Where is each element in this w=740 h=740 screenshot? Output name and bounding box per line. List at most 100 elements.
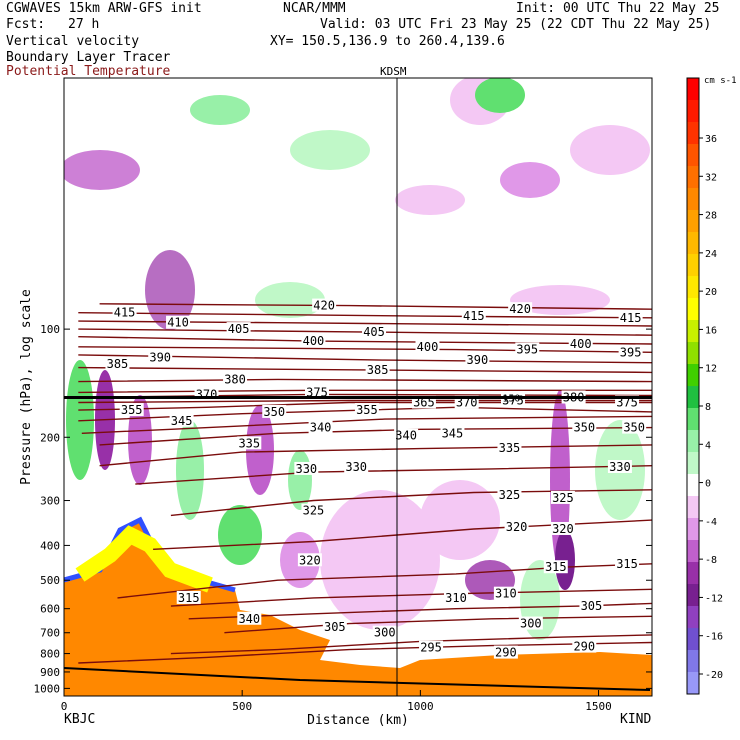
colorbar-swatch <box>687 254 699 277</box>
colorbar-swatch <box>687 386 699 409</box>
colorbar-label: -20 <box>705 670 723 681</box>
colorbar-swatch <box>687 298 699 321</box>
theta-label: 410 <box>167 316 189 330</box>
axes: 0 500 1000 1500 100 200 300 400 500 600 700 800 900 1… <box>34 323 652 713</box>
colorbar-swatch <box>687 210 699 233</box>
theta-label-bg <box>362 325 387 339</box>
theta-label-bg <box>322 620 347 634</box>
theta-label: 340 <box>310 421 332 435</box>
colorbar-swatch <box>687 144 699 167</box>
colorbar-swatch <box>687 496 699 519</box>
theta-label-bg <box>415 339 440 353</box>
colorbar-swatch <box>687 452 699 475</box>
theta-label-bg <box>497 440 522 454</box>
theta-label: 325 <box>552 491 574 505</box>
x-tick-label: 1000 <box>407 700 434 713</box>
y-tick-label: 600 <box>40 603 60 616</box>
station-kind: KIND <box>620 712 652 727</box>
theta-label-bg <box>461 309 486 323</box>
theta-label-bg <box>419 640 444 654</box>
theta-label-bg <box>297 553 322 567</box>
x-tick-label: 500 <box>232 700 252 713</box>
colorbar-swatch <box>687 408 699 431</box>
theta-label: 405 <box>228 322 250 336</box>
colorbar-unit: cm s-1 <box>704 76 737 86</box>
colorbar-swatch <box>687 342 699 365</box>
theta-label-bg <box>504 519 529 533</box>
theta-label-bg <box>223 372 248 386</box>
y-tick-label: 900 <box>40 666 60 679</box>
colorbar-label: 8 <box>705 402 711 413</box>
theta-label: 385 <box>367 363 389 377</box>
theta-label-bg <box>543 560 568 574</box>
theta-label-bg <box>622 420 647 434</box>
theta-contour-315 <box>117 563 652 599</box>
theta-label-bg <box>301 503 326 517</box>
colorbar-frame <box>686 77 700 695</box>
theta-label-bg <box>119 403 144 417</box>
theta-label: 305 <box>581 599 603 613</box>
colorbar-swatch <box>687 650 699 673</box>
colorbar-swatch <box>687 430 699 453</box>
field-boundary-layer-tracer: Boundary Layer Tracer <box>6 50 171 65</box>
theta-contour-305 <box>188 602 652 620</box>
theta-label: 310 <box>445 591 467 605</box>
theta-label: 350 <box>263 405 285 419</box>
colorbar-swatch <box>687 518 699 541</box>
colorbar-label: 16 <box>705 325 717 336</box>
theta-label: 315 <box>545 560 567 574</box>
theta-label-bg <box>518 616 543 630</box>
theta-label: 335 <box>238 436 260 450</box>
theta-label: 335 <box>499 441 521 455</box>
theta-label-bg <box>237 436 262 450</box>
theta-contour-365 <box>78 399 652 404</box>
theta-labels: 415 410 420 415 420 415 405 400 405 385 390 380 385 4… <box>105 298 647 660</box>
theta-label-bg <box>308 420 333 434</box>
colorbar-swatch <box>687 232 699 255</box>
theta-label-bg <box>237 611 262 625</box>
y-tick-label: 800 <box>40 648 60 661</box>
y-tick-label: 300 <box>40 495 60 508</box>
theta-label: 405 <box>363 325 385 339</box>
theta-label-bg <box>572 420 597 434</box>
colorbar-label: -16 <box>705 632 723 643</box>
station-kdsm: KDSM <box>380 65 407 78</box>
colorbar-swatch <box>687 78 699 101</box>
tropopause-label: 150 <box>502 393 520 404</box>
colorbar-label: -8 <box>705 555 717 566</box>
theta-label: 350 <box>573 421 595 435</box>
colorbar-label: 24 <box>705 249 717 260</box>
fcst-value: 27 h <box>68 17 100 32</box>
theta-label: 305 <box>324 620 346 634</box>
theta-contour-310 <box>170 588 652 607</box>
theta-label-bg <box>579 599 604 613</box>
theta-label: 370 <box>196 387 218 401</box>
colorbar-swatch <box>687 540 699 563</box>
theta-label-bg <box>440 426 465 440</box>
theta-label: 355 <box>121 403 143 417</box>
theta-label: 420 <box>509 302 531 316</box>
theta-label-bg <box>312 298 337 312</box>
theta-label-bg <box>169 413 194 427</box>
theta-label-bg <box>262 404 287 418</box>
fcst-label: Fcst: <box>6 17 46 32</box>
colorbar-label: 20 <box>705 287 717 298</box>
theta-label: 375 <box>306 385 328 399</box>
colorbar-label: 36 <box>705 134 717 145</box>
theta-label-bg <box>497 488 522 502</box>
theta-label: 330 <box>609 460 631 474</box>
colorbar-label: -12 <box>705 593 723 604</box>
theta-label-bg <box>465 353 490 367</box>
theta-label: 340 <box>238 612 260 626</box>
colorbar-label: -4 <box>705 517 717 528</box>
y-tick-label: 200 <box>40 431 60 444</box>
theta-contour-420 <box>99 303 652 310</box>
theta-label-bg <box>112 305 137 319</box>
theta-contour-415 <box>78 312 652 319</box>
theta-label-bg <box>615 556 640 570</box>
colorbar-label: 12 <box>705 364 717 375</box>
theta-label-bg <box>105 356 130 370</box>
theta-contour-410 <box>78 320 652 327</box>
theta-label-bg <box>444 590 468 604</box>
theta-label: 390 <box>467 353 489 367</box>
